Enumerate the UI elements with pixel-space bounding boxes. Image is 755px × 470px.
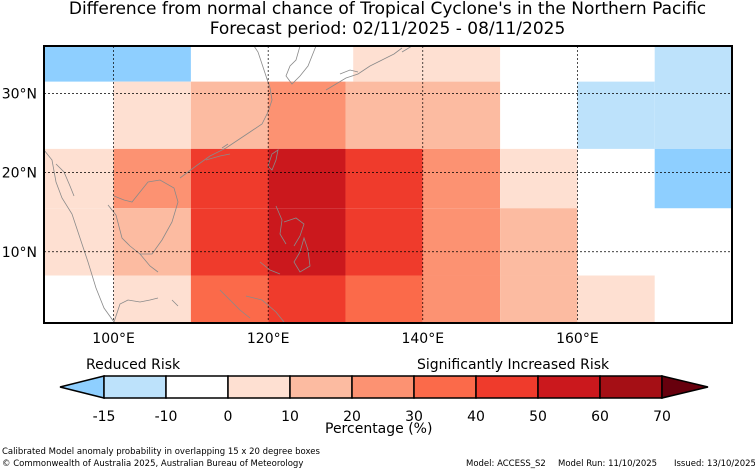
- map-cell: [577, 275, 655, 323]
- map-cell: [268, 81, 346, 149]
- map-cell: [268, 275, 346, 323]
- grid-lines: [44, 46, 732, 323]
- colorbar-segment: [227, 375, 291, 399]
- map-cell: [577, 81, 655, 149]
- colorbar-tick-label: 40: [467, 409, 485, 425]
- colorbar-segment: [289, 375, 353, 399]
- map-cell: [190, 208, 269, 276]
- map-cell: [268, 208, 346, 276]
- map-frame: [43, 45, 733, 324]
- map-cell: [422, 275, 501, 323]
- colorbar: [59, 375, 709, 399]
- map-cell: [654, 148, 732, 209]
- colorbar-tick-label: -15: [93, 409, 116, 425]
- x-tick-label: 120°E: [247, 331, 290, 347]
- map-cell: [44, 148, 114, 209]
- reduced-risk-label: Reduced Risk: [86, 357, 181, 373]
- forecast-period: Forecast period: 02/11/2025 - 08/11/2025: [209, 19, 566, 39]
- map-cell: [44, 46, 191, 82]
- map-cell: [345, 208, 423, 276]
- colorbar-segment: [475, 375, 539, 399]
- probability-cells: [44, 46, 732, 323]
- map-cell: [44, 208, 114, 276]
- y-tick-label: 30°N: [2, 86, 37, 102]
- colorbar-tick-label: 70: [653, 409, 671, 425]
- map-cell: [654, 46, 732, 149]
- colorbar-unit-label: Percentage (%): [325, 421, 433, 437]
- footnote-model: Model: ACCESS_S2: [466, 459, 546, 469]
- y-tick-label: 10°N: [2, 245, 37, 261]
- colorbar-extend-high: [661, 375, 709, 399]
- colorbar-segment: [165, 375, 229, 399]
- x-tick-label: 160°E: [556, 331, 599, 347]
- map-cell: [190, 148, 269, 209]
- map-cell: [500, 148, 578, 209]
- map-cell: [500, 275, 578, 323]
- axis-ticks: 100°E 120°E 140°E 160°E 30°N 20°N 10°N: [2, 86, 599, 347]
- map-cell: [268, 148, 346, 209]
- x-tick-label: 140°E: [401, 331, 444, 347]
- footnote-method: Calibrated Model anomaly probability in …: [2, 447, 320, 457]
- colorbar-segment: [413, 375, 477, 399]
- map-cell: [422, 148, 501, 209]
- y-tick-label: 20°N: [2, 166, 37, 182]
- coastline: [44, 46, 413, 323]
- colorbar-segment: [351, 375, 415, 399]
- footnote-issued: Issued: 13/10/2025: [674, 459, 755, 469]
- colorbar-tick-label: -10: [155, 409, 178, 425]
- map-cell: [353, 46, 501, 82]
- map-cell: [190, 81, 269, 149]
- colorbar-extend-low: [59, 375, 105, 399]
- colorbar-tick-label: 30: [405, 409, 423, 425]
- map-cell: [500, 208, 578, 276]
- map-cell: [113, 148, 191, 209]
- map-cell: [345, 275, 423, 323]
- map-cell: [345, 148, 423, 209]
- colorbar-tick-label: 60: [591, 409, 609, 425]
- map-title: Difference from normal chance of Tropica…: [68, 0, 707, 19]
- colorbar-tick-label: 20: [343, 409, 361, 425]
- colorbar-tick-label: 10: [281, 409, 299, 425]
- colorbar-tick-label: 0: [224, 409, 233, 425]
- footnote-model-run: Model Run: 11/10/2025: [558, 459, 658, 469]
- colorbar-segment: [103, 375, 167, 399]
- colorbar-segment: [537, 375, 601, 399]
- footnote-copyright: © Commonwealth of Australia 2025, Austra…: [2, 459, 304, 469]
- colorbar-tick-label: 50: [529, 409, 547, 425]
- map-cell: [422, 208, 501, 276]
- map-cell: [113, 81, 191, 149]
- map-cell: [113, 208, 191, 276]
- increased-risk-label: Significantly Increased Risk: [417, 357, 610, 373]
- colorbar-tick-labels: -15 -10 0 10 20 30 40 50 60 70: [93, 409, 671, 425]
- colorbar-segment: [599, 375, 663, 399]
- x-tick-label: 100°E: [92, 331, 135, 347]
